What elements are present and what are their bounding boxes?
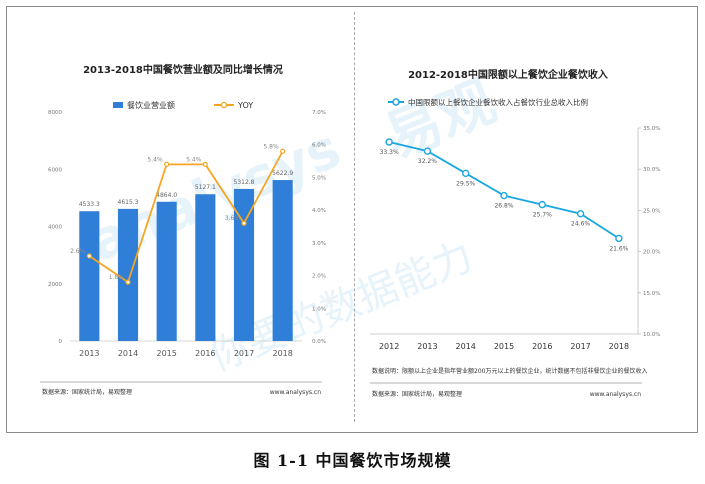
right-y-tick-label: 15.0% (643, 291, 660, 297)
yoy-value-label: 5.4% (186, 156, 202, 163)
left-y-tick-label: 2000 (48, 282, 62, 288)
legend-bar-swatch (113, 102, 123, 108)
yoy-value-label: 3.6% (225, 215, 241, 222)
yoy-point-2013 (86, 253, 92, 259)
bar-2016 (195, 194, 216, 341)
right-chart-axes: 10.0% 15.0% 20.0% 25.0% 30.0% 35.0% 2012 2013 20… (379, 126, 661, 351)
ratio-point-2013 (423, 147, 432, 155)
yoy-value-label: 2.6% (70, 248, 86, 255)
ratio-value-label: 33.3% (380, 149, 399, 156)
legend-bar-label: 餐饮业营业额 (127, 100, 175, 110)
right-y-tick-label: 25.0% (643, 208, 660, 214)
right-x-tick-label: 2018 (609, 342, 629, 351)
yoy-value-label: 1.8% (109, 274, 125, 281)
right-site: www.analysys.cn (590, 391, 641, 398)
left-x-tick-label: 2018 (272, 349, 292, 358)
ratio-point-2017 (576, 209, 585, 218)
figure-caption: 图 1-1 中国餐饮市场规模 (253, 451, 452, 470)
ratio-point-2016 (538, 200, 546, 209)
left-legend: 餐饮业营业额 YOY (113, 100, 253, 110)
ratio-point-2014 (462, 169, 470, 178)
left-y-tick-label: 0 (59, 339, 63, 345)
left-y2-tick-label: 0.0% (312, 339, 326, 345)
ratio-value-label: 32.2% (418, 158, 437, 165)
ratio-value-label: 24.6% (571, 221, 590, 228)
left-chart-bars: 4533.3 4615.3 4864.0 5127.1 5312.8 5622.9 (79, 170, 293, 341)
bar-value-label: 4615.3 (118, 199, 139, 206)
bar-value-label: 5312.8 (234, 179, 255, 186)
left-y-tick-label: 6000 (48, 167, 62, 173)
bar-value-label: 5622.9 (272, 170, 293, 177)
ratio-value-label: 25.7% (533, 212, 552, 219)
bar-2014 (117, 208, 139, 341)
left-chart-axes: 0 2000 4000 6000 8000 0.0% 1.0% 2.0% 3.0% 4.0% 5.0… (48, 110, 326, 358)
left-x-tick-label: 2015 (156, 349, 176, 358)
bar-2015 (156, 201, 177, 341)
right-legend: 中国限额以上餐饮企业餐饮收入占餐饮行业总收入比例 (388, 97, 588, 107)
panel-divider (354, 12, 355, 422)
right-x-tick-label: 2015 (494, 342, 514, 351)
yoy-value-label: 5.4% (147, 156, 163, 163)
left-y2-tick-label: 5.0% (312, 175, 326, 181)
right-x-tick-label: 2014 (456, 342, 476, 351)
right-source: 数据来源：国家统计局，易观整理 (372, 390, 462, 398)
right-x-tick-label: 2012 (379, 342, 399, 351)
left-source: 数据来源：国家统计局，易观整理 (42, 388, 132, 396)
right-chart-line: 33.3% 32.2% 29.5% 26.8% 25.7% 24.6% 21.6% (380, 138, 629, 252)
left-x-tick-label: 2017 (234, 349, 254, 358)
right-x-tick-label: 2013 (417, 342, 437, 351)
ratio-value-label: 21.6% (609, 245, 628, 252)
right-chart-title: 2012-2018中国限额以上餐饮企业餐饮收入 (408, 68, 608, 81)
right-x-tick-label: 2016 (532, 342, 552, 351)
right-x-tick-label: 2017 (570, 342, 590, 351)
yoy-line-path (88, 150, 284, 284)
left-chart-title: 2013-2018中国餐饮营业额及同比增长情况 (83, 63, 283, 76)
left-chart-yoy-line: 2.6% 1.8% 5.4% 5.4% 3.6% 5.8% (70, 143, 286, 285)
ratio-value-label: 26.8% (494, 203, 513, 210)
ratio-point-2012 (385, 138, 393, 146)
right-note: 数据说明：限额以上企业是指年营业额200万元以上的餐饮企业，统计数据不包括非餐饮… (372, 367, 647, 375)
legend-yoy-marker (220, 101, 228, 109)
right-y-tick-label: 20.0% (643, 250, 660, 256)
ratio-value-label: 29.5% (456, 180, 475, 187)
yoy-point-2014 (125, 279, 131, 285)
left-y2-tick-label: 1.0% (312, 306, 326, 312)
left-y2-tick-label: 6.0% (312, 143, 326, 149)
right-y-tick-label: 30.0% (643, 167, 660, 173)
yoy-value-label: 5.8% (263, 143, 279, 150)
bar-value-label: 4864.0 (156, 192, 177, 199)
left-x-tick-label: 2014 (118, 349, 138, 358)
bar-2018 (272, 180, 293, 341)
left-x-tick-label: 2013 (79, 349, 99, 358)
legend-ratio-label: 中国限额以上餐饮企业餐饮收入占餐饮行业总收入比例 (408, 97, 588, 107)
left-site: www.analysys.cn (270, 389, 321, 396)
right-y-tick-label: 35.0% (643, 126, 660, 132)
left-y2-tick-label: 3.0% (312, 241, 326, 247)
yoy-point-2016 (202, 161, 208, 167)
left-y2-tick-label: 2.0% (312, 274, 326, 280)
left-y-tick-label: 8000 (48, 110, 62, 116)
left-y-tick-label: 4000 (48, 225, 62, 231)
bar-value-label: 4533.3 (79, 201, 100, 208)
left-x-tick-label: 2016 (195, 349, 215, 358)
ratio-point-2018 (615, 234, 623, 243)
bar-2013 (79, 211, 100, 341)
right-y-tick-label: 10.0% (643, 332, 660, 338)
left-y2-tick-label: 4.0% (312, 208, 326, 214)
right-chart-grid (370, 127, 641, 335)
ratio-point-2015 (500, 191, 508, 200)
left-y2-tick-label: 7.0% (312, 110, 326, 116)
yoy-point-2017 (241, 220, 247, 226)
bar-value-label: 5127.1 (195, 184, 216, 191)
legend-ratio-marker (392, 98, 400, 106)
yoy-point-2015 (164, 161, 170, 167)
yoy-point-2018 (280, 148, 286, 154)
legend-yoy-label: YOY (237, 101, 253, 110)
left-chart: 2013-2018中国餐饮营业额及同比增长情况 餐饮业营业额 YOY 4533.… (40, 63, 326, 396)
bar-2017 (233, 188, 255, 341)
right-chart: 2012-2018中国限额以上餐饮企业餐饮收入 中国限额以上餐饮企业餐饮收入占餐… (370, 68, 660, 398)
